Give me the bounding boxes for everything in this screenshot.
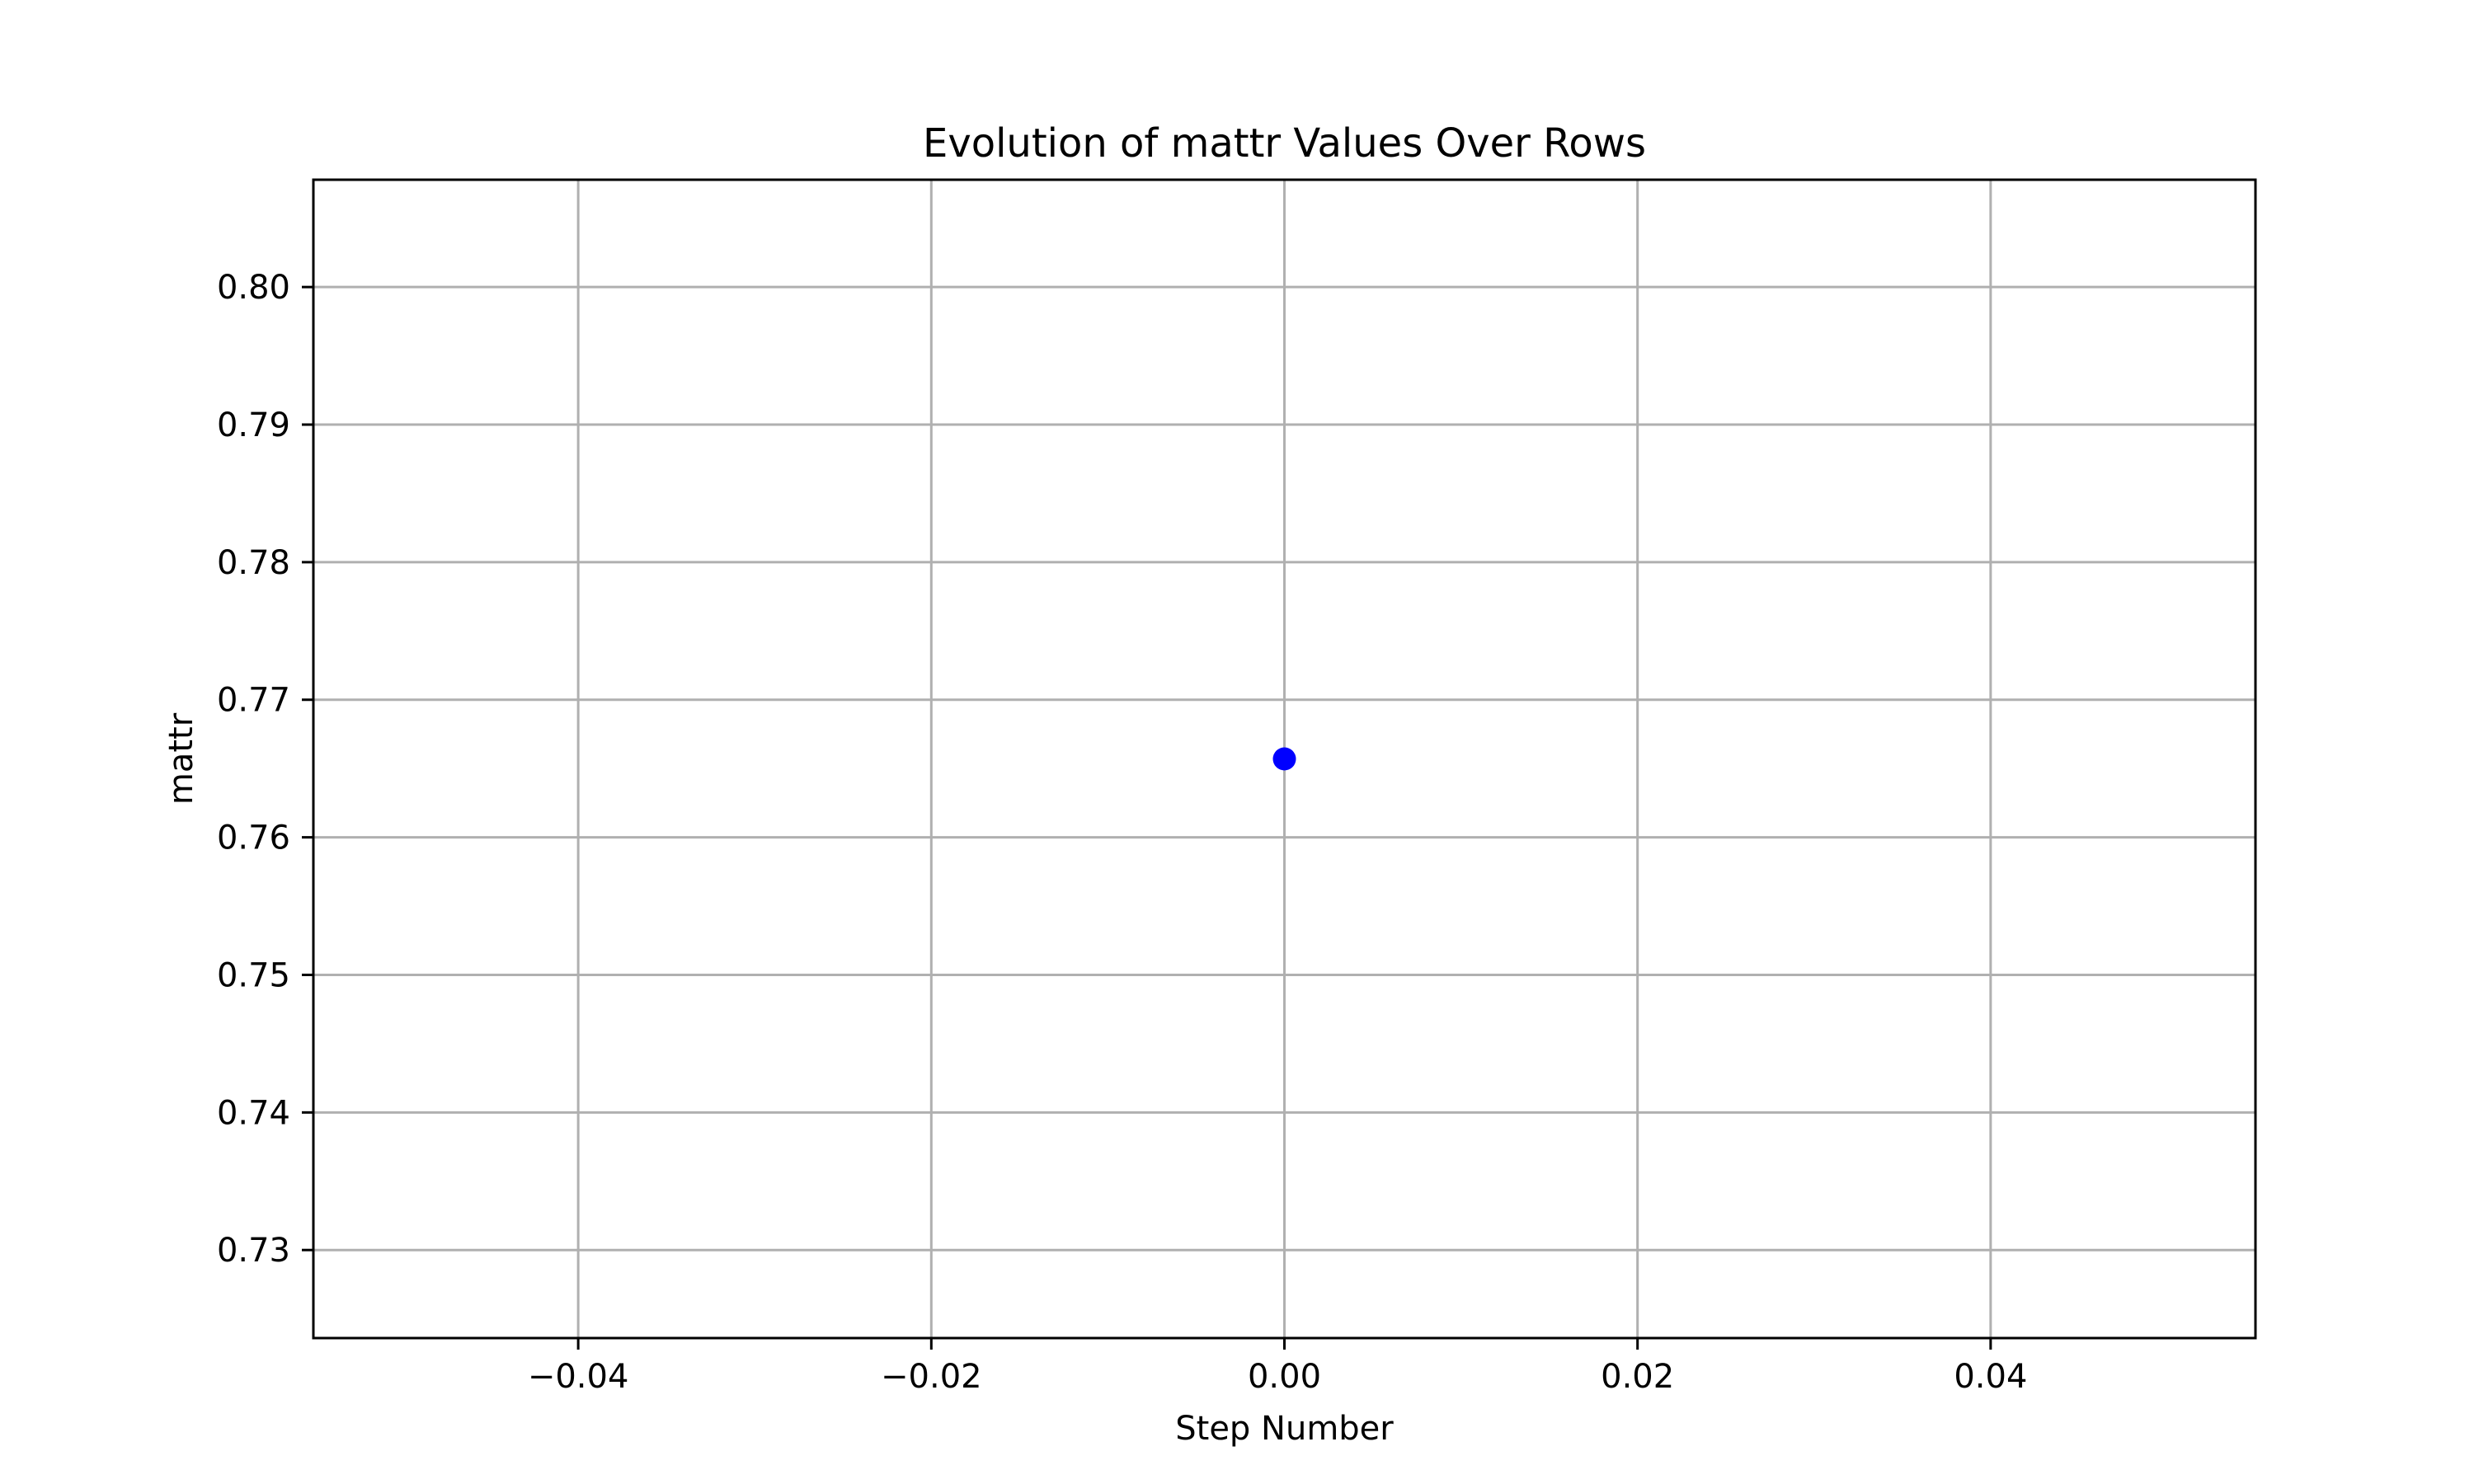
x-tick-label: −0.02 bbox=[881, 1358, 982, 1396]
y-tick-label: 0.76 bbox=[217, 819, 290, 857]
x-tick-label: 0.04 bbox=[1954, 1358, 2027, 1396]
y-tick-label: 0.80 bbox=[217, 269, 290, 307]
y-tick-label: 0.79 bbox=[217, 406, 290, 444]
data-points bbox=[1272, 747, 1296, 771]
y-tick-label: 0.77 bbox=[217, 682, 290, 720]
y-tick-label: 0.73 bbox=[217, 1232, 290, 1270]
grid bbox=[313, 180, 2255, 1338]
data-point bbox=[1272, 747, 1296, 771]
chart-title: Evolution of mattr Values Over Rows bbox=[923, 120, 1646, 167]
x-tick-label: −0.04 bbox=[528, 1358, 629, 1396]
y-tick-label: 0.78 bbox=[217, 544, 290, 582]
x-axis-label: Step Number bbox=[1175, 1410, 1394, 1448]
y-tick-label: 0.74 bbox=[217, 1094, 290, 1132]
y-tick-label: 0.75 bbox=[217, 956, 290, 994]
y-axis-label: mattr bbox=[162, 712, 200, 805]
x-tick-label: 0.02 bbox=[1601, 1358, 1674, 1396]
ticks: −0.04 −0.02 0.00 0.02 0.04 0.73 0.74 0.75 0.76 0.… bbox=[217, 269, 2027, 1396]
x-tick-label: 0.00 bbox=[1248, 1358, 1321, 1396]
